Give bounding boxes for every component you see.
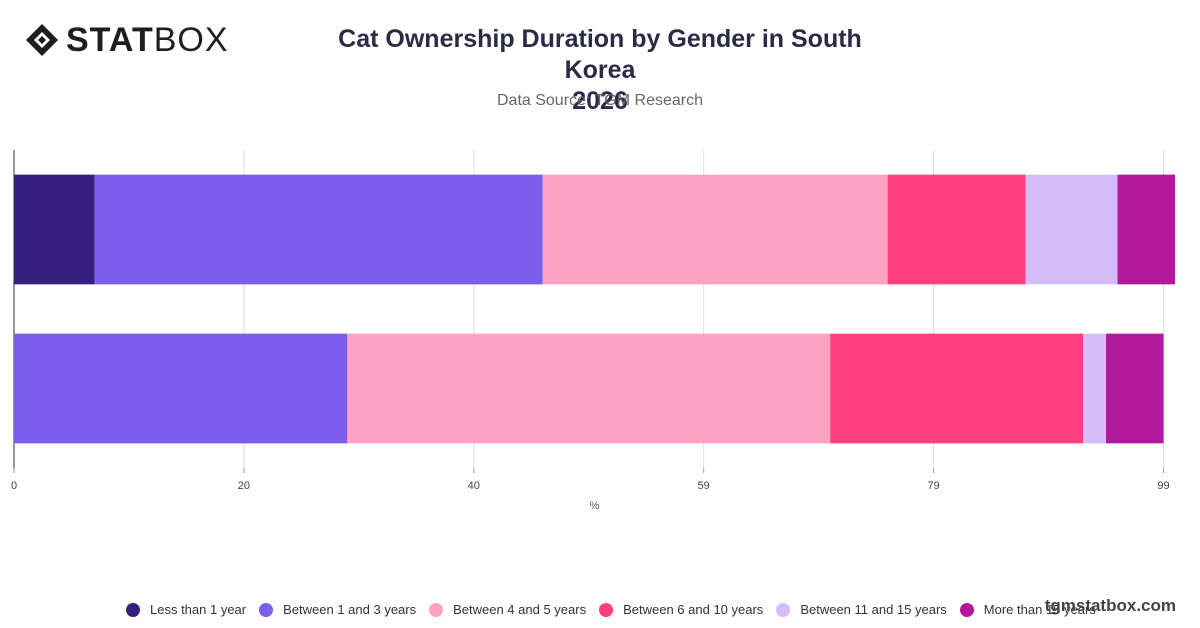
legend-item: Between 4 and 5 years <box>429 602 586 617</box>
legend-swatch <box>429 602 444 617</box>
chart-title: Cat Ownership Duration by Gender in Sout… <box>300 24 900 117</box>
bar-segment-between-11-and-15-years <box>1083 333 1107 444</box>
bar-segment-less-than-1-year <box>14 174 95 285</box>
x-tick-label: 40 <box>468 480 480 492</box>
bar-segment-more-than-15-years <box>1117 174 1175 285</box>
legend-label: Less than 1 year <box>150 602 247 617</box>
bar-segment-more-than-15-years <box>1106 333 1164 444</box>
x-axis-label: % <box>590 500 600 512</box>
watermark: tgmstatbox.com <box>1044 596 1176 615</box>
legend-label: Between 6 and 10 years <box>623 602 764 617</box>
x-tick-label: 79 <box>927 480 939 492</box>
chart-title-line2: 2026 <box>572 87 628 115</box>
logo-diamond-icon <box>26 24 58 56</box>
legend-swatch <box>599 602 614 617</box>
legend-swatch <box>776 602 791 617</box>
legend-swatch <box>126 602 140 617</box>
legend-label: Between 1 and 3 years <box>283 602 417 617</box>
bar-segment-between-4-and-5-years <box>542 174 888 285</box>
x-tick-label: 99 <box>1157 480 1169 492</box>
x-tick-label: 0 <box>11 480 17 492</box>
legend-item: Between 11 and 15 years <box>776 602 947 617</box>
chart-legend: Less than 1 year Between 1 and 3 years Bet… <box>126 602 1109 617</box>
bar-segment-between-1-and-3-years <box>14 333 348 444</box>
legend-label: Between 4 and 5 years <box>453 602 587 617</box>
bar-segment-between-1-and-3-years <box>94 174 543 285</box>
legend-item: More than 15 years <box>959 602 1096 617</box>
bar-segment-between-4-and-5-years <box>347 333 831 444</box>
x-tick-label: 20 <box>238 480 250 492</box>
legend-item: Less than 1 year <box>126 602 246 617</box>
legend-label: More than 15 years <box>983 602 1096 617</box>
legend-item: Between 6 and 10 years <box>599 602 763 617</box>
bar-segment-between-6-and-10-years <box>887 174 1026 285</box>
chart-title-line1: Cat Ownership Duration by Gender in Sout… <box>338 25 862 84</box>
chart-subtitle: Data Source: TGM Research <box>496 92 703 109</box>
x-tick-label: 59 <box>698 480 710 492</box>
legend-swatch <box>259 602 274 617</box>
legend-item: Between 1 and 3 years <box>259 602 416 617</box>
statbox-logo: STATBOX <box>24 22 229 58</box>
logo-wordmark: STATBOX <box>66 21 229 59</box>
legend-label: Between 11 and 15 years <box>800 602 947 617</box>
legend-swatch <box>959 602 974 617</box>
bar-segment-between-6-and-10-years <box>830 333 1084 444</box>
bar-segment-between-11-and-15-years <box>1025 174 1118 285</box>
